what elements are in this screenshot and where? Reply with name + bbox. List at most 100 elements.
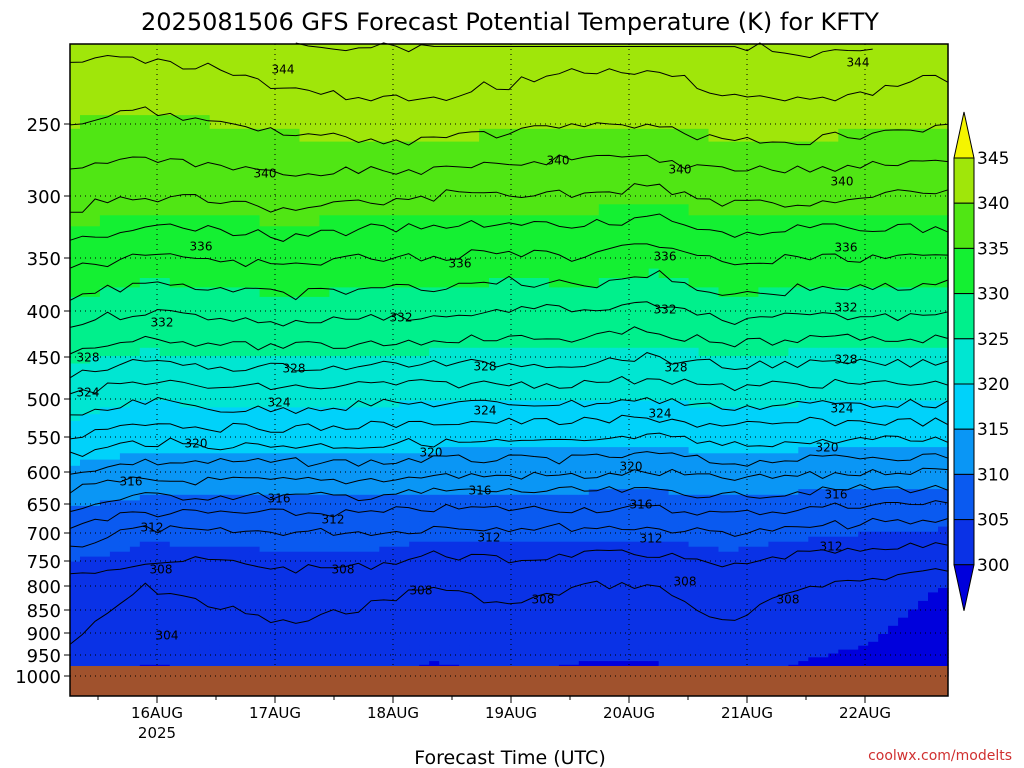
field-cell: [379, 657, 390, 662]
field-cell: [509, 521, 520, 528]
field-cell: [449, 596, 460, 602]
field-cell: [239, 609, 251, 615]
field-cell: [339, 477, 350, 484]
field-cell: [169, 259, 181, 270]
field-cell: [229, 128, 241, 143]
field-cell: [149, 363, 161, 372]
field-cell: [159, 657, 171, 662]
field-cell: [339, 521, 350, 528]
field-cell: [419, 600, 430, 606]
field-cell: [469, 287, 480, 298]
field-cell: [119, 440, 131, 448]
field-cell: [339, 141, 350, 155]
field-cell: [229, 511, 241, 517]
field-cell: [459, 400, 470, 409]
field-cell: [339, 592, 350, 598]
field-cell: [339, 634, 350, 639]
field-cell: [209, 521, 221, 528]
field-cell: [399, 440, 410, 448]
field-cell: [279, 511, 291, 517]
field-cell: [519, 605, 530, 611]
field-cell: [249, 592, 261, 598]
field-cell: [159, 115, 171, 130]
field-cell: [80, 465, 91, 473]
field-cell: [299, 649, 311, 655]
field-cell: [279, 440, 291, 448]
field-cell: [558, 58, 570, 73]
field-cell: [90, 625, 101, 631]
field-cell: [499, 536, 510, 543]
field-cell: [119, 393, 131, 402]
field-cell: [179, 494, 191, 502]
field-cell: [319, 605, 330, 611]
field-cell: [319, 385, 330, 394]
field-cell: [279, 453, 291, 461]
field-cell: [469, 347, 480, 357]
field-cell: [449, 86, 460, 102]
field-cell: [578, 570, 590, 576]
field-cell: [259, 494, 271, 502]
field-cell: [199, 393, 211, 402]
field-cell: [558, 657, 570, 662]
field-cell: [279, 363, 291, 372]
field-cell: [558, 421, 570, 429]
field-cell: [99, 556, 111, 563]
field-cell: [568, 566, 580, 571]
field-cell: [139, 44, 151, 59]
field-cell: [209, 546, 221, 553]
field-cell: [209, 434, 221, 442]
field-cell: [129, 561, 141, 567]
field-cell: [90, 459, 101, 467]
field-cell: [199, 356, 211, 365]
field-cell: [558, 494, 570, 502]
field-cell: [558, 339, 570, 349]
field-cell: [499, 526, 510, 533]
field-cell: [179, 385, 191, 394]
field-cell: [109, 72, 121, 88]
field-cell: [179, 541, 191, 548]
field-cell: [389, 596, 400, 602]
field-cell: [509, 579, 520, 585]
field-cell: [479, 356, 490, 365]
field-cell: [199, 561, 211, 567]
field-cell: [529, 465, 540, 473]
field-cell: [499, 511, 510, 517]
field-cell: [339, 536, 350, 543]
field-cell: [249, 180, 261, 194]
field-cell: [249, 100, 261, 116]
field-cell: [568, 315, 580, 324]
field-cell: [249, 278, 261, 288]
field-cell: [299, 634, 311, 639]
field-cell: [479, 237, 490, 249]
field-cell: [149, 434, 161, 442]
field-cell: [598, 296, 610, 307]
field-cell: [598, 629, 610, 635]
field-cell: [509, 613, 520, 619]
field-cell: [279, 526, 291, 533]
field-cell: [259, 306, 271, 316]
field-cell: [279, 531, 291, 538]
field-cell: [239, 226, 251, 238]
field-cell: [419, 204, 430, 216]
field-cell: [279, 657, 291, 662]
field-cell: [598, 323, 610, 333]
field-cell: [70, 483, 81, 490]
field-cell: [159, 516, 171, 522]
field-cell: [299, 339, 311, 349]
field-cell: [379, 541, 390, 548]
field-cell: [509, 511, 520, 517]
field-cell: [538, 378, 550, 387]
field-cell: [399, 516, 410, 522]
field-cell: [129, 661, 141, 666]
field-cell: [429, 505, 440, 512]
field-cell: [299, 574, 311, 580]
field-cell: [439, 583, 450, 589]
field-cell: [209, 645, 221, 651]
field-cell: [389, 363, 400, 372]
field-cell: [289, 511, 301, 517]
field-cell: [618, 363, 630, 372]
field-cell: [329, 440, 340, 448]
field-cell: [99, 86, 111, 102]
field-cell: [99, 385, 111, 394]
field-cell: [199, 653, 211, 658]
